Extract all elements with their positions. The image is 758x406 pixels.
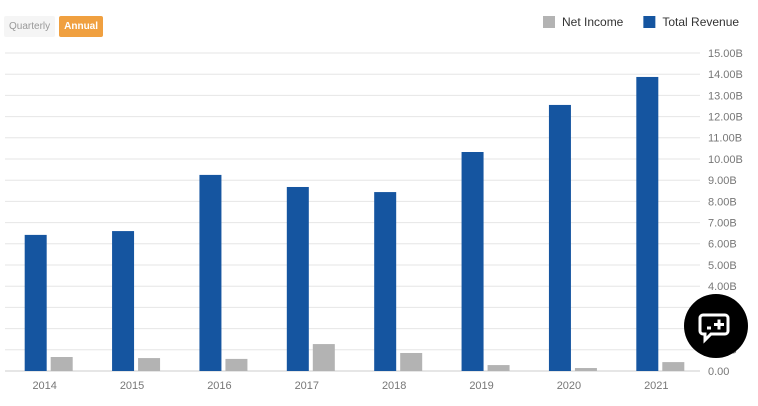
legend-label: Total Revenue	[662, 15, 739, 29]
x-tick-label: 2017	[295, 380, 319, 392]
x-tick-label: 2016	[207, 380, 231, 392]
bar	[24, 234, 47, 371]
toggle-button[interactable]: Quarterly	[4, 16, 56, 37]
y-tick-label: 14.00B	[708, 69, 743, 81]
bar	[636, 76, 659, 372]
x-tick-label: 2020	[557, 380, 581, 392]
y-tick-label: 15.00B	[708, 48, 743, 60]
bar	[225, 358, 248, 371]
legend-swatch	[543, 16, 555, 28]
x-tick-label: 2018	[382, 380, 406, 392]
bar	[400, 352, 423, 371]
bar	[312, 344, 335, 371]
bar	[112, 231, 135, 371]
x-tick-label: 2019	[469, 380, 493, 392]
bar	[487, 365, 510, 371]
bar	[199, 174, 222, 371]
chat-plus[interactable]	[714, 319, 724, 330]
chat-button[interactable]	[683, 293, 749, 359]
y-tick-label: 5.00B	[708, 260, 737, 272]
legend-label: Net Income	[562, 15, 624, 29]
bar	[461, 152, 484, 371]
legend-swatch	[643, 16, 656, 28]
y-tick-label: 12.00B	[708, 112, 743, 124]
y-tick-label: 9.00B	[708, 175, 737, 187]
y-tick-label: 11.00B	[708, 133, 742, 145]
bar	[138, 358, 161, 371]
x-tick-label: 2014	[32, 380, 56, 392]
bar	[50, 357, 73, 371]
bar	[286, 186, 309, 371]
y-tick-label: 13.00B	[708, 90, 743, 102]
y-tick-label: 7.00B	[708, 218, 737, 230]
bar	[574, 368, 597, 371]
y-tick-label: 6.00B	[708, 239, 737, 251]
bar	[374, 192, 397, 371]
x-tick-label: 2015	[120, 380, 144, 392]
bar	[662, 362, 685, 371]
y-tick-label: 8.00B	[708, 196, 737, 208]
chat-icon[interactable]	[698, 313, 730, 344]
bar	[548, 104, 571, 371]
x-tick-label: 2021	[644, 380, 668, 392]
active-toggle-button[interactable]: Annual	[59, 16, 104, 37]
y-tick-label: 4.00B	[708, 281, 737, 293]
y-tick-label: 0.00	[708, 366, 729, 378]
y-tick-label: 10.00B	[708, 154, 743, 166]
